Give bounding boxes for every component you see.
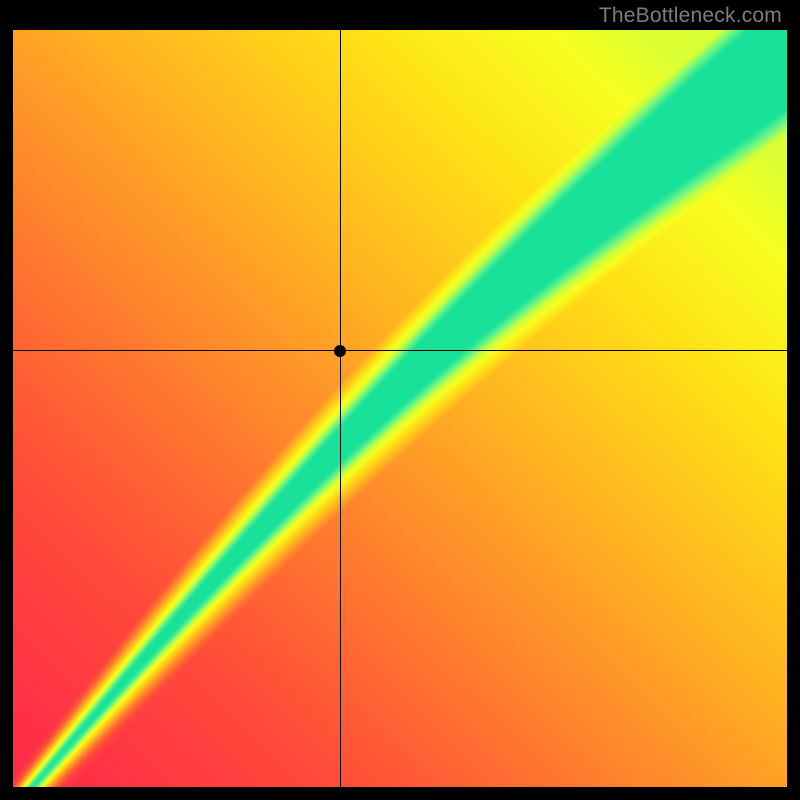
crosshair-vertical [340,30,341,787]
heatmap-canvas [13,30,787,787]
crosshair-dot [334,345,346,357]
watermark: TheBottleneck.com [599,4,782,28]
crosshair-horizontal [13,350,787,351]
heatmap-plot [13,30,787,787]
